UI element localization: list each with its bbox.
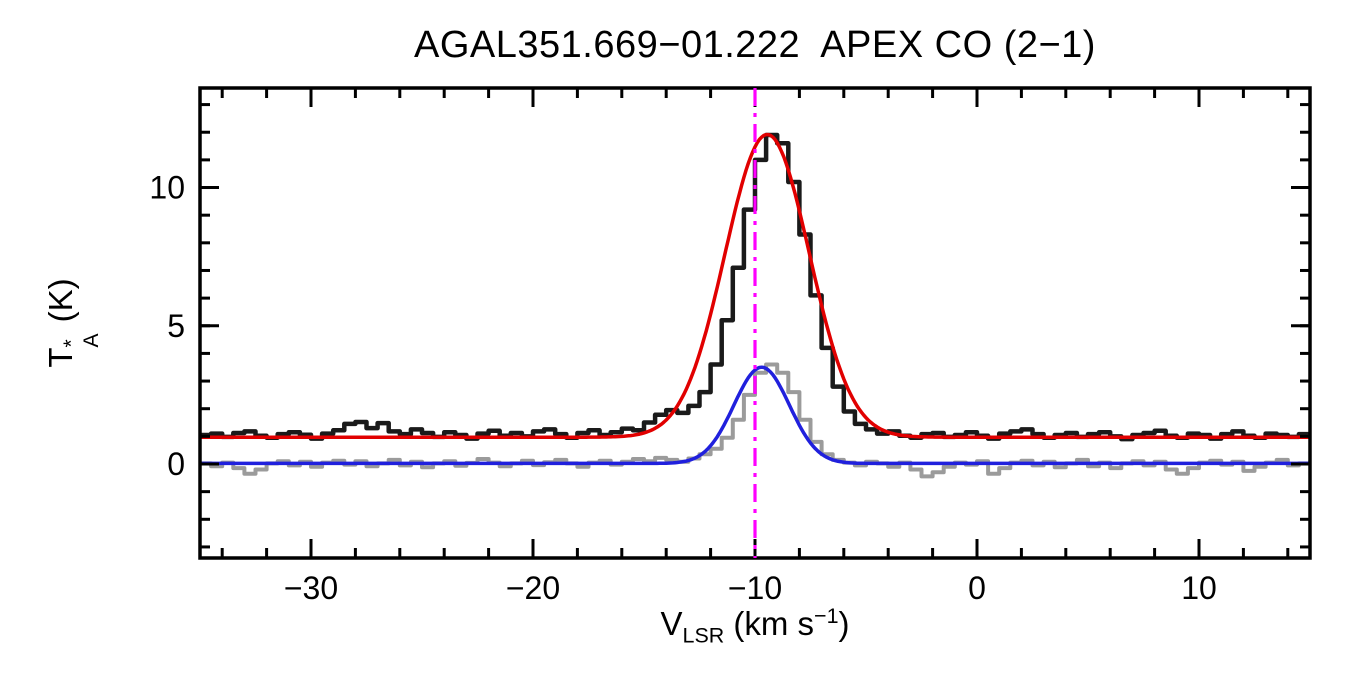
tick-labels: −30 −20 −10 0 10 0 5 10: [149, 170, 1216, 606]
x-tick-label: 10: [1181, 570, 1217, 606]
black-spectrum: [200, 132, 1310, 442]
red-fit: [200, 132, 1310, 439]
plot-series: [200, 132, 1310, 479]
x-axis-label: VLSR (km s−1): [200, 604, 1310, 649]
x-axis-label-mid: (km s: [724, 605, 815, 642]
x-tick-label: −10: [728, 570, 782, 606]
blue-fit: [200, 365, 1310, 466]
gray-spectrum: [200, 362, 1310, 479]
y-tick-label: 0: [167, 446, 185, 482]
x-tick-label: 0: [968, 570, 986, 606]
x-tick-label: −30: [284, 570, 338, 606]
y-tick-label: 10: [149, 170, 185, 206]
y-tick-label: 5: [167, 308, 185, 344]
chart-title: AGAL351.669−01.222 APEX CO (2−1): [414, 24, 1096, 66]
x-axis-label-base: V: [660, 605, 683, 642]
x-axis-label-sub: LSR: [682, 623, 725, 648]
x-tick-label: −20: [506, 570, 560, 606]
x-axis-label-sup: −1: [814, 604, 839, 628]
x-axis-label-end: ): [838, 605, 850, 642]
